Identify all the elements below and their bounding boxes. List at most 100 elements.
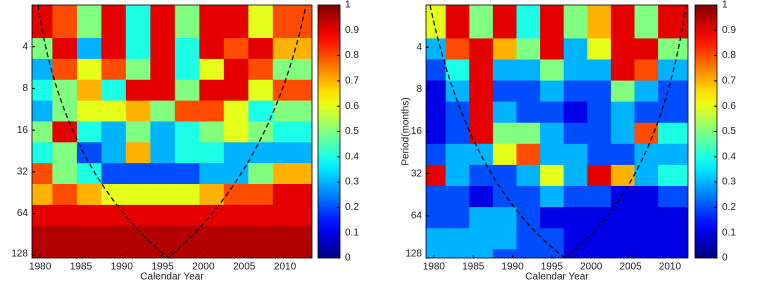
heatmap-cell xyxy=(150,38,176,60)
heatmap-cell xyxy=(223,79,249,102)
heatmap-cell xyxy=(223,163,249,185)
heatmap-cell xyxy=(272,184,312,206)
y-tick-label: 4 xyxy=(22,41,28,52)
heatmap-cell xyxy=(248,5,274,39)
heatmap-cell xyxy=(445,185,470,208)
heatmap-cell xyxy=(199,184,225,206)
heatmap-cell xyxy=(76,225,102,248)
heatmap-cell xyxy=(174,121,200,143)
heatmap-cell xyxy=(492,207,517,229)
heatmap-cell xyxy=(469,207,494,229)
heatmap-cell xyxy=(52,5,78,39)
heatmap-cell xyxy=(469,228,494,250)
colorbar-tick-label: 0.2 xyxy=(722,202,736,213)
heatmap-cell xyxy=(52,100,78,122)
heatmap-cell xyxy=(125,38,151,60)
heatmap-cell xyxy=(563,143,588,166)
heatmap-cell xyxy=(445,228,470,250)
heatmap-cell xyxy=(272,204,312,227)
x-tick-label: 1995 xyxy=(541,262,564,273)
heatmap-cell xyxy=(199,38,225,60)
heatmap-cell xyxy=(52,246,78,258)
heatmap-cell xyxy=(469,122,494,145)
heatmap-cell xyxy=(634,101,659,124)
heatmap-cell xyxy=(272,246,312,258)
heatmap-cell xyxy=(658,185,688,208)
colorbar-tick-label: 0.3 xyxy=(722,177,736,188)
heatmap-cell xyxy=(587,164,612,187)
heatmap-cell xyxy=(426,38,447,60)
y-axis-label: Period(months) xyxy=(401,97,412,165)
heatmap-cell xyxy=(223,5,249,39)
heatmap-cell xyxy=(610,207,635,229)
heatmap-cell xyxy=(492,80,517,103)
heatmap-cell xyxy=(634,143,659,166)
colorbar-tick-label: 0.6 xyxy=(345,101,359,112)
heatmap-cell xyxy=(516,122,541,145)
heatmap-cell xyxy=(223,184,249,206)
heatmap-cell xyxy=(32,246,53,258)
heatmap-cell xyxy=(272,100,312,122)
heatmap-cell xyxy=(469,5,494,39)
heatmap-cell xyxy=(540,249,565,258)
heatmap-cell xyxy=(426,185,447,208)
heatmap-cell xyxy=(426,80,447,103)
heatmap-cell xyxy=(248,246,274,258)
heatmap-cell xyxy=(540,80,565,103)
heatmap-cell xyxy=(426,164,447,187)
heatmap-cell xyxy=(125,204,151,227)
heatmap-cell xyxy=(610,101,635,124)
heatmap-cell xyxy=(76,5,102,39)
heatmap-cell xyxy=(540,59,565,82)
x-tick-label: 2000 xyxy=(580,262,603,273)
heatmap-cell xyxy=(248,38,274,60)
heatmap-cell xyxy=(32,121,53,143)
heatmap-cell xyxy=(516,80,541,103)
colorbar-tick-label: 0.5 xyxy=(345,126,359,137)
heatmap-cell xyxy=(426,122,447,145)
heatmap-cell xyxy=(125,246,151,258)
heatmap-cell xyxy=(563,185,588,208)
heatmap-cell xyxy=(223,58,249,81)
heatmap-cell xyxy=(32,79,53,102)
heatmap-cell xyxy=(76,58,102,81)
colorbar-tick-label: 0 xyxy=(722,253,728,264)
heatmap-cell xyxy=(125,163,151,185)
heatmap-cell xyxy=(469,59,494,82)
y-tick-label: 32 xyxy=(411,168,423,179)
heatmap-cell xyxy=(587,5,612,39)
heatmap-cell xyxy=(658,122,688,145)
colorbar-tick-label: 1 xyxy=(722,0,728,11)
heatmap-cell xyxy=(610,38,635,60)
colorbar xyxy=(694,4,718,259)
heatmap-cell xyxy=(101,142,127,164)
heatmap-cell xyxy=(610,5,635,39)
x-tick-label: 2010 xyxy=(274,262,297,273)
heatmap-cell xyxy=(516,164,541,187)
heatmap-cell xyxy=(445,59,470,82)
colorbar-tick-label: 0.9 xyxy=(722,25,736,36)
cone-of-influence xyxy=(37,5,307,258)
heatmap-cell xyxy=(445,207,470,229)
heatmap-cell xyxy=(248,100,274,122)
heatmap-cell xyxy=(101,58,127,81)
heatmap-cell xyxy=(199,58,225,81)
heatmap-cell xyxy=(516,249,541,258)
heatmap-cell xyxy=(223,121,249,143)
heatmap-cell xyxy=(174,142,200,164)
heatmap-cell xyxy=(32,38,53,60)
heatmap-cell xyxy=(272,79,312,102)
heatmap-cell xyxy=(52,38,78,60)
heatmap-cell xyxy=(32,184,53,206)
colorbar-tick-label: 0.6 xyxy=(722,101,736,112)
heatmap-cell xyxy=(150,5,176,39)
heatmap-cell xyxy=(52,163,78,185)
heatmap-cell xyxy=(150,79,176,102)
heatmap-cell xyxy=(174,79,200,102)
heatmap-cell xyxy=(150,121,176,143)
heatmap-cell xyxy=(101,38,127,60)
heatmap-cell xyxy=(174,100,200,122)
colorbar-tick-label: 0.8 xyxy=(345,50,359,61)
y-tick-label: 128 xyxy=(405,249,422,260)
heatmap-cell xyxy=(469,101,494,124)
